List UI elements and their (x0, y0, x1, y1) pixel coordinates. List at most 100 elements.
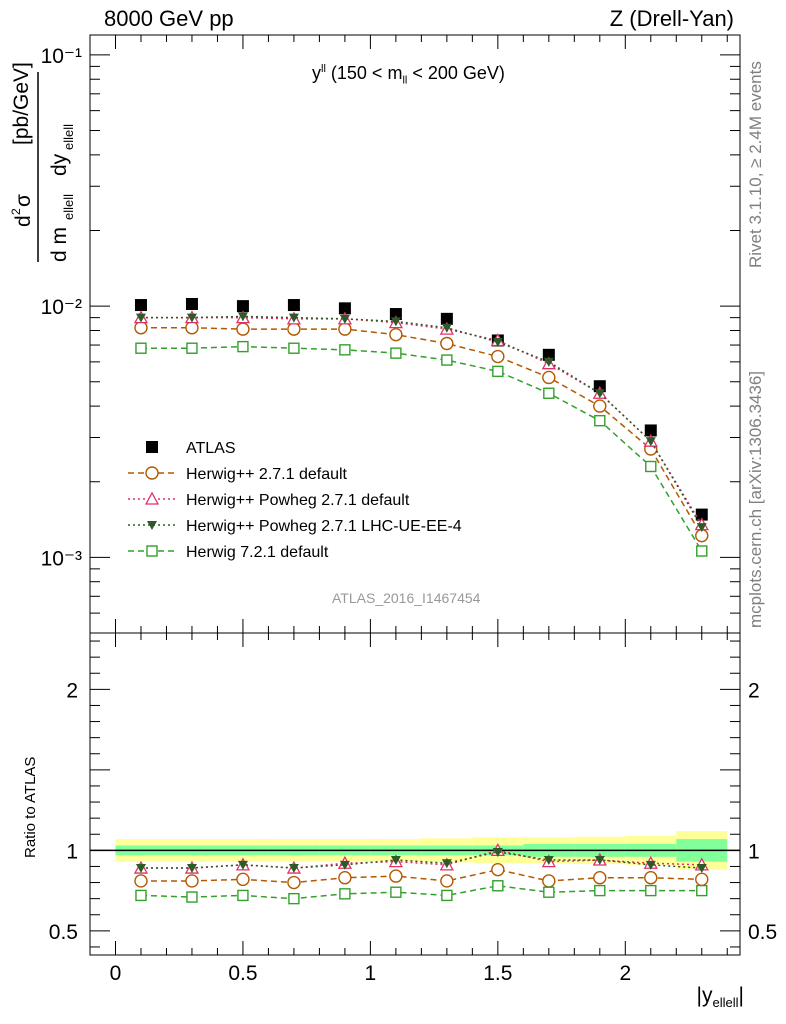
x-axis-label-sub: ellell (712, 995, 739, 1011)
main-data-point (236, 300, 249, 313)
ratio-data-point (645, 860, 656, 870)
y-tick-label: 10⁻² (41, 296, 82, 319)
ratio-series-line (140, 849, 702, 869)
ratio-data-point (645, 884, 657, 897)
ratio-data-point (543, 856, 554, 866)
main-data-point (644, 424, 657, 437)
ratio-data-point (390, 886, 402, 898)
ratio-data-point (135, 889, 147, 902)
y-tick-label: 10⁻³ (41, 547, 82, 570)
x-tick-label: 0 (110, 962, 122, 985)
ratio-data-point (236, 872, 250, 887)
y-axis-label-text: d (12, 215, 35, 227)
legend-label: Herwig++ Powheg 2.7.1 default (186, 492, 410, 509)
main-data-point (441, 354, 453, 366)
ratio-data-point (186, 864, 197, 874)
main-data-point (491, 349, 505, 364)
observable-sup: ll (321, 63, 326, 75)
observable-main: y (312, 63, 321, 83)
ratio-data-point (135, 864, 146, 874)
analysis-id: ATLAS_2016_I1467454 (332, 590, 481, 606)
main-series-line (140, 315, 703, 528)
legend-marker (146, 441, 158, 453)
y-axis-label-text: d m (48, 227, 71, 262)
x-tick-label: 1.5 (483, 962, 512, 985)
ratio-data-point (594, 856, 605, 866)
x-tick-label: 2 (619, 962, 631, 985)
x-tick-label: 1 (365, 962, 377, 985)
main-data-point (288, 313, 299, 323)
y-axis-label-text: ellell (61, 194, 76, 220)
ratio-data-point (134, 874, 148, 888)
ratio-data-point (237, 889, 249, 902)
ratio-data-point (594, 884, 606, 897)
ratio-series-line (140, 851, 702, 869)
observable-range-suffix: < 200 GeV) (407, 63, 505, 83)
main-data-point (695, 508, 708, 521)
main-data-point (441, 323, 452, 333)
observable-label: yll (150 < mll < 200 GeV) (312, 63, 505, 87)
main-series-line (140, 345, 703, 552)
legend-marker (144, 491, 160, 505)
ratio-data-point (593, 871, 607, 885)
ratio-data-point (441, 859, 452, 869)
ratio-data-point (492, 880, 504, 892)
main-data-point (135, 342, 147, 354)
ratio-data-point (186, 891, 198, 903)
ratio-data-point (389, 869, 403, 883)
ratio-y-tick-label: 1 (66, 840, 78, 863)
legend-label: Herwig 7.2.1 default (186, 544, 329, 561)
main-data-point (338, 322, 352, 336)
x-tick-label: 0.5 (228, 962, 257, 985)
ratio-y-tick-label-right: 1 (748, 840, 760, 863)
ratio-data-point (543, 886, 555, 898)
main-data-point (390, 317, 401, 327)
y-axis-label-text: σ (12, 194, 35, 207)
y-axis-units: [pb/GeV] (10, 62, 33, 145)
ratio-series-line (140, 885, 702, 900)
legend-marker (146, 545, 158, 557)
ratio-data-point (339, 860, 350, 870)
main-data-point (287, 299, 300, 312)
observable-range-sub: ll (402, 74, 408, 87)
ratio-data-point (185, 874, 199, 888)
ratio-axis-label: Ratio to ATLAS (22, 756, 39, 858)
main-data-point (594, 389, 605, 399)
main-series-line (140, 327, 703, 537)
ratio-data-point (695, 872, 709, 887)
ratio-data-point (492, 847, 503, 857)
main-data-point (389, 327, 403, 342)
main-data-point (390, 347, 402, 359)
main-data-point (185, 321, 199, 335)
main-data-point (696, 545, 708, 557)
ratio-data-point (288, 892, 300, 905)
ratio-series-line (140, 868, 702, 884)
ratio-data-point (237, 860, 248, 870)
main-data-point (186, 342, 198, 354)
rivet-version-label: Rivet 3.1.10, ≥ 2.4M events (746, 61, 765, 268)
ratio-data-point (339, 888, 351, 900)
ratio-y-tick-label: 0.5 (49, 921, 78, 944)
ratio-data-point (440, 874, 454, 888)
ratio-y-tick-label-right: 0.5 (748, 921, 777, 944)
x-axis-label-close: | (738, 984, 744, 1007)
mcplots-label: mcplots.cern.ch [arXiv:1306.3436] (746, 370, 765, 628)
ratio-data-point (338, 871, 352, 885)
main-data-point (186, 313, 197, 323)
y-tick-label: 10⁻¹ (41, 45, 82, 68)
ratio-data-point (390, 856, 401, 866)
main-data-point (134, 299, 147, 312)
main-data-point (236, 322, 250, 336)
ratio-y-tick-label-right: 2 (748, 679, 760, 702)
ratio-data-point (542, 874, 556, 888)
main-data-point (288, 342, 300, 354)
x-axis-label-main: |y (696, 984, 713, 1007)
main-data-point (645, 437, 656, 447)
main-data-point (135, 313, 146, 323)
ratio-data-point (696, 884, 708, 897)
ratio-data-point (644, 871, 658, 885)
legend-marker (145, 466, 159, 480)
y-axis-label-text: ellell (61, 124, 76, 150)
observable-range-prefix: (150 < m (330, 63, 403, 83)
